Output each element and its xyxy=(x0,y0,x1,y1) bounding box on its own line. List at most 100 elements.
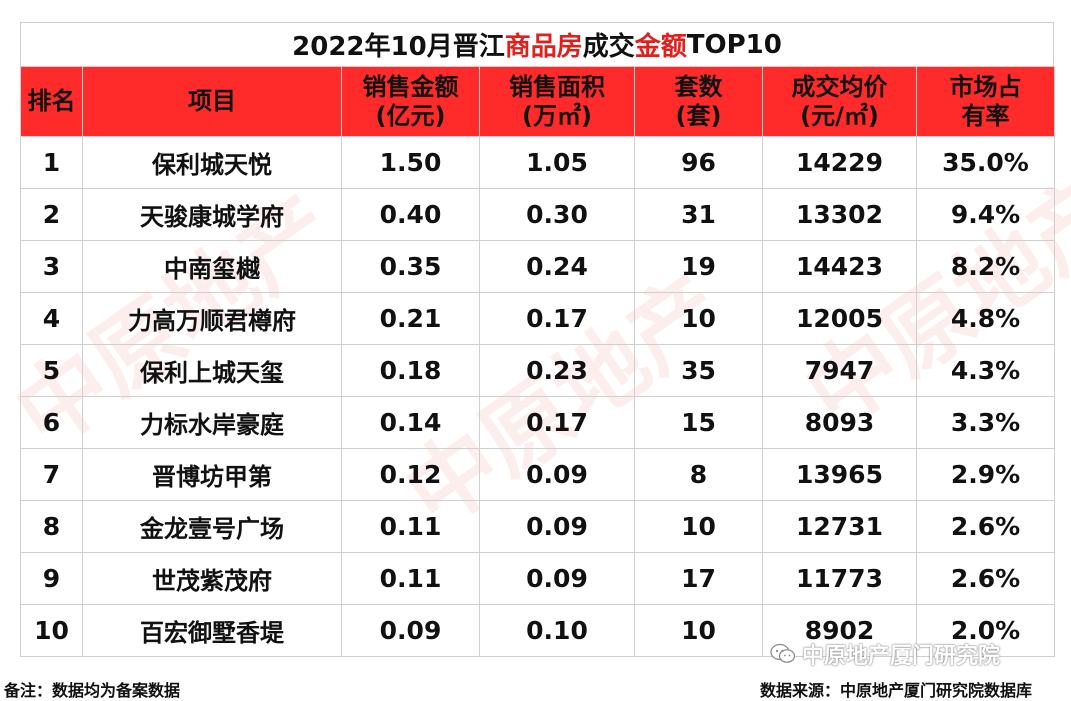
title-highlight: 商品房 xyxy=(504,32,583,62)
title-part: 成交 xyxy=(582,32,635,62)
cell-amount: 0.21 xyxy=(341,292,480,345)
cell-rank: 1 xyxy=(20,136,83,189)
table-row: 9 世茂紫茂府 0.11 0.09 17 11773 2.6% xyxy=(20,552,1055,605)
cell-project: 金龙壹号广场 xyxy=(82,500,342,553)
cell-project: 力标水岸豪庭 xyxy=(82,396,342,449)
cell-amount: 1.50 xyxy=(341,136,480,189)
wechat-account-name: 中原地产厦门研究院 xyxy=(802,644,1001,669)
cell-rank: 6 xyxy=(20,396,83,449)
table-row: 8 金龙壹号广场 0.11 0.09 10 12731 2.6% xyxy=(20,500,1055,553)
header-rank: 排名 xyxy=(20,66,83,137)
cell-area: 0.24 xyxy=(479,240,635,293)
cell-units: 10 xyxy=(634,604,763,657)
cell-price: 12731 xyxy=(762,500,917,553)
cell-amount: 0.11 xyxy=(341,552,480,605)
cell-share: 2.9% xyxy=(916,448,1055,501)
cell-area: 0.17 xyxy=(479,292,635,345)
cell-units: 8 xyxy=(634,448,763,501)
cell-units: 10 xyxy=(634,292,763,345)
cell-rank: 7 xyxy=(20,448,83,501)
cell-project: 晋博坊甲第 xyxy=(82,448,342,501)
cell-amount: 0.14 xyxy=(341,396,480,449)
cell-share: 4.3% xyxy=(916,344,1055,397)
table-title: 2022年10月晋江 商品房 成交 金额 TOP10 xyxy=(20,22,1054,66)
cell-share: 2.6% xyxy=(916,500,1055,553)
table-row: 6 力标水岸豪庭 0.14 0.17 15 8093 3.3% xyxy=(20,396,1055,449)
wechat-watermark: 中原地产厦门研究院 xyxy=(770,638,1000,670)
cell-project: 天骏康城学府 xyxy=(82,188,342,241)
wechat-icon xyxy=(770,643,796,665)
cell-share: 2.6% xyxy=(916,552,1055,605)
cell-rank: 2 xyxy=(20,188,83,241)
cell-units: 96 xyxy=(634,136,763,189)
cell-price: 8093 xyxy=(762,396,917,449)
cell-rank: 9 xyxy=(20,552,83,605)
cell-amount: 0.09 xyxy=(341,604,480,657)
cell-area: 0.09 xyxy=(479,500,635,553)
cell-rank: 4 xyxy=(20,292,83,345)
cell-project: 保利城天悦 xyxy=(82,136,342,189)
cell-units: 31 xyxy=(634,188,763,241)
cell-area: 1.05 xyxy=(479,136,635,189)
cell-rank: 10 xyxy=(20,604,83,657)
cell-price: 14423 xyxy=(762,240,917,293)
cell-area: 0.10 xyxy=(479,604,635,657)
title-highlight: 金额 xyxy=(634,32,687,62)
cell-price: 11773 xyxy=(762,552,917,605)
cell-price: 12005 xyxy=(762,292,917,345)
cell-project: 保利上城天玺 xyxy=(82,344,342,397)
cell-amount: 0.12 xyxy=(341,448,480,501)
footer-note: 备注：数据均为备案数据 xyxy=(4,681,181,700)
title-part: TOP10 xyxy=(686,29,782,60)
header-units: 套数 (套) xyxy=(634,66,763,137)
cell-amount: 0.11 xyxy=(341,500,480,553)
title-part: 2022年10月晋江 xyxy=(292,32,505,62)
table-row: 7 晋博坊甲第 0.12 0.09 8 13965 2.9% xyxy=(20,448,1055,501)
cell-rank: 5 xyxy=(20,344,83,397)
footer-source: 数据来源：中原地产厦门研究院数据库 xyxy=(760,681,1033,700)
cell-units: 17 xyxy=(634,552,763,605)
cell-share: 8.2% xyxy=(916,240,1055,293)
cell-price: 14229 xyxy=(762,136,917,189)
cell-area: 0.17 xyxy=(479,396,635,449)
cell-share: 2.0% xyxy=(916,604,1055,657)
header-amount: 销售金额 (亿元) xyxy=(341,66,480,137)
header-price: 成交均价 (元/㎡) xyxy=(762,66,917,137)
cell-project: 力高万顺君樽府 xyxy=(82,292,342,345)
table-row: 3 中南玺樾 0.35 0.24 19 14423 8.2% xyxy=(20,240,1055,293)
header-share: 市场占 有率 xyxy=(916,66,1055,137)
cell-share: 4.8% xyxy=(916,292,1055,345)
cell-units: 10 xyxy=(634,500,763,553)
cell-share: 9.4% xyxy=(916,188,1055,241)
cell-project: 百宏御墅香堤 xyxy=(82,604,342,657)
footer-bar xyxy=(0,670,1071,699)
cell-price: 13302 xyxy=(762,188,917,241)
cell-units: 15 xyxy=(634,396,763,449)
cell-area: 0.09 xyxy=(479,448,635,501)
cell-units: 35 xyxy=(634,344,763,397)
cell-price: 7947 xyxy=(762,344,917,397)
header-project: 项目 xyxy=(82,66,342,137)
table-row: 4 力高万顺君樽府 0.21 0.17 10 12005 4.8% xyxy=(20,292,1055,345)
cell-amount: 0.40 xyxy=(341,188,480,241)
cell-share: 3.3% xyxy=(916,396,1055,449)
header-area: 销售面积 (万㎡) xyxy=(479,66,635,137)
sales-table: 排名 项目 销售金额 (亿元) 销售面积 (万㎡) 套数 (套) 成交均价 (元/㎡) … xyxy=(20,66,1055,657)
cell-amount: 0.35 xyxy=(341,240,480,293)
cell-area: 0.30 xyxy=(479,188,635,241)
header-row: 排名 项目 销售金额 (亿元) 销售面积 (万㎡) 套数 (套) 成交均价 (元/㎡) … xyxy=(20,66,1055,137)
cell-rank: 8 xyxy=(20,500,83,553)
cell-project: 世茂紫茂府 xyxy=(82,552,342,605)
cell-amount: 0.18 xyxy=(341,344,480,397)
cell-rank: 3 xyxy=(20,240,83,293)
cell-share: 35.0% xyxy=(916,136,1055,189)
cell-units: 19 xyxy=(634,240,763,293)
cell-price: 13965 xyxy=(762,448,917,501)
table-row: 5 保利上城天玺 0.18 0.23 35 7947 4.3% xyxy=(20,344,1055,397)
cell-project: 中南玺樾 xyxy=(82,240,342,293)
table-row: 2 天骏康城学府 0.40 0.30 31 13302 9.4% xyxy=(20,188,1055,241)
table-row: 1 保利城天悦 1.50 1.05 96 14229 35.0% xyxy=(20,136,1055,189)
cell-area: 0.09 xyxy=(479,552,635,605)
cell-area: 0.23 xyxy=(479,344,635,397)
